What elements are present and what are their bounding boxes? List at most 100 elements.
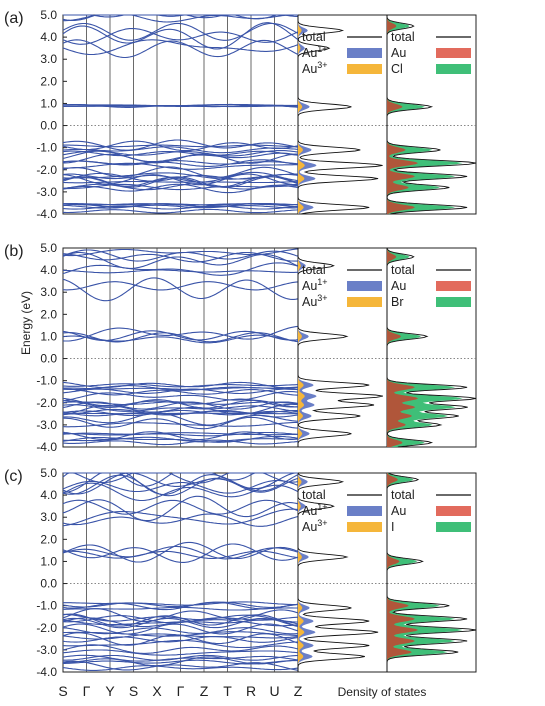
band-line: [62, 474, 299, 497]
legend-swatch: [347, 506, 382, 516]
legend-swatch: [347, 48, 382, 58]
band-line: [62, 472, 299, 495]
y-tick-label: 4.0: [40, 30, 57, 44]
legend-label: total: [391, 263, 415, 277]
y-tick-label: -4.0: [36, 440, 57, 454]
y-tick-label: 5.0: [40, 8, 57, 22]
panel-0: (a) -4.0 -3.0 -2.0 -1.0 0.0 1.0 2.0 3.0 4.0 5.0 tot…: [4, 8, 477, 221]
band-line: [62, 633, 299, 640]
band-line: [62, 403, 299, 416]
band-line: [62, 183, 299, 194]
panel-1: (b) -4.0 -3.0 -2.0 -1.0 0.0 1.0 2.0 3.0 4.0 5.0 tot…: [4, 241, 477, 454]
y-tick-label: 3.0: [40, 52, 57, 66]
legend-label: Au3+: [302, 293, 328, 309]
dos-au-area: [387, 15, 419, 214]
legend-label-sup: 3+: [317, 293, 327, 303]
legend-label-sup: 1+: [317, 44, 327, 54]
legend-label: total: [302, 30, 326, 44]
band-line: [62, 27, 299, 45]
band-line: [63, 105, 298, 108]
band-line: [62, 162, 298, 170]
k-point-label: Z: [200, 683, 209, 699]
band-line: [62, 139, 299, 151]
band-line: [63, 208, 299, 214]
y-tick-label: -3.0: [36, 643, 57, 657]
band-line: [62, 180, 299, 184]
legend-label: Au: [391, 46, 406, 60]
legend-swatch: [347, 64, 382, 74]
y-tick-label: 3.0: [40, 285, 57, 299]
band-line: [62, 409, 299, 417]
legend-label-main: Au: [302, 46, 317, 60]
band-line: [63, 388, 299, 396]
dos-axis-label: Density of states: [338, 685, 427, 699]
y-tick-label: -1.0: [36, 141, 57, 155]
band-line: [63, 269, 298, 274]
band-line: [62, 543, 299, 563]
y-tick-label: 1.0: [40, 554, 57, 568]
y-tick-label: -3.0: [36, 185, 57, 199]
band-line: [62, 439, 299, 446]
band-line: [62, 204, 298, 209]
band-line: [62, 22, 299, 50]
legend-swatch: [347, 297, 382, 307]
dos-total-line-left: [297, 248, 383, 447]
band-line: [62, 150, 299, 157]
legend-label: Au1+: [302, 277, 328, 293]
y-tick-label: 2.0: [40, 74, 57, 88]
band-line: [62, 631, 298, 637]
band-line: [62, 623, 299, 635]
dos-au3-area: [298, 248, 305, 447]
k-point-label: S: [58, 683, 67, 699]
band-line: [62, 499, 299, 515]
band-line: [62, 617, 299, 628]
band-line: [62, 649, 299, 656]
legend-swatch: [436, 297, 471, 307]
k-point-label: Z: [294, 683, 303, 699]
legend-label: total: [391, 488, 415, 502]
band-line: [63, 436, 298, 443]
panels-group: (a) -4.0 -3.0 -2.0 -1.0 0.0 1.0 2.0 3.0 4.0 5.0 tot…: [4, 8, 477, 679]
y-tick-label: 0.0: [40, 119, 57, 133]
k-point-label: Γ: [177, 683, 185, 699]
band-line: [62, 39, 299, 59]
legend-label-main: Au: [302, 279, 317, 293]
legend-label: total: [302, 488, 326, 502]
band-line: [62, 150, 299, 157]
band-structure: [62, 472, 299, 671]
y-tick-label: 1.0: [40, 329, 57, 343]
legend-label-sup: 3+: [317, 518, 327, 528]
band-line: [62, 608, 299, 623]
band-line: [62, 281, 299, 291]
y-tick-label: -1.0: [36, 374, 57, 388]
band-line: [62, 513, 299, 527]
legend-label-main: Au: [302, 504, 317, 518]
k-point-label: T: [223, 683, 232, 699]
band-line: [63, 654, 299, 661]
k-point-label: X: [152, 683, 162, 699]
panel-label: (c): [4, 468, 23, 485]
band-line: [62, 404, 299, 413]
legend-label: Au3+: [302, 60, 328, 76]
band-line: [62, 665, 299, 671]
y-tick-label: -2.0: [36, 621, 57, 635]
band-line: [62, 431, 299, 441]
band-line: [62, 205, 299, 210]
legend-label-sup: 1+: [317, 502, 327, 512]
band-line: [62, 39, 299, 56]
band-line: [63, 412, 299, 415]
y-tick-label: 2.0: [40, 532, 57, 546]
band-line: [62, 203, 299, 208]
y-tick-label: 3.0: [40, 510, 57, 524]
band-line: [62, 508, 299, 527]
band-line: [63, 144, 298, 148]
y-tick-label: -2.0: [36, 396, 57, 410]
legend-swatch: [436, 64, 471, 74]
y-tick-label: 2.0: [40, 307, 57, 321]
band-line: [62, 391, 299, 402]
band-line: [62, 160, 299, 166]
legend-label-sup: 1+: [317, 277, 327, 287]
band-line: [62, 146, 299, 154]
dos-total-line-left: [297, 472, 379, 672]
y-tick-label: 0.0: [40, 352, 57, 366]
